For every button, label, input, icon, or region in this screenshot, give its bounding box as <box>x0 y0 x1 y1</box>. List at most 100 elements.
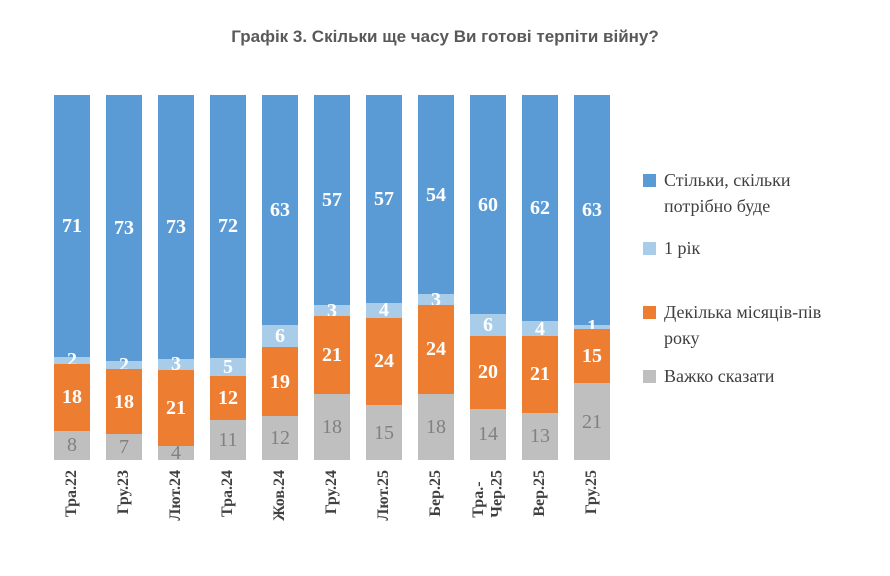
value-label: 12 <box>218 386 238 409</box>
bar-segment: 4 <box>366 300 402 320</box>
value-label: 15 <box>582 344 602 367</box>
value-label: 73 <box>166 215 186 238</box>
bar-segment: 18 <box>418 393 454 460</box>
x-label-cell: Лют.24 <box>158 470 194 521</box>
bar-segment: 6 <box>470 314 506 336</box>
bar-segment: 13 <box>522 412 558 460</box>
value-label: 21 <box>166 396 186 419</box>
x-label-cell: Жов.24 <box>262 470 298 521</box>
value-label: 6 <box>275 324 285 347</box>
x-axis-label: Тра.24 <box>218 470 236 517</box>
bar-segment: 21 <box>158 369 194 446</box>
bar-segment: 60 <box>470 95 506 314</box>
value-label: 7 <box>119 436 129 459</box>
bar-segment: 18 <box>314 393 350 460</box>
x-label-cell: Тра.24 <box>210 470 246 517</box>
value-label: 60 <box>478 193 498 216</box>
chart-title: Графік 3. Скільки ще часу Ви готові терп… <box>231 27 659 46</box>
legend-swatch-icon <box>643 174 656 187</box>
bar-segment: 2 <box>106 355 142 375</box>
x-axis-label: Тра.- Чер.25 <box>469 470 505 518</box>
x-label-cell: Бер.25 <box>418 470 454 517</box>
bar-column: 73 3 21 4 <box>158 95 194 464</box>
x-axis-labels: Тра.22 Гру.23 Лют.24 Тра.24 Жов.24 Гру.24 Лют.… <box>54 470 610 521</box>
bar-segment: 6 <box>262 324 298 347</box>
bar-column: 72 5 12 11 <box>210 95 246 460</box>
x-label-cell: Гру.24 <box>314 470 350 514</box>
value-label: 57 <box>322 189 342 212</box>
bar-segment: 5 <box>210 357 246 377</box>
x-axis-label: Бер.25 <box>426 470 444 517</box>
x-axis-label: Вер.25 <box>530 470 548 517</box>
value-label: 13 <box>530 425 550 448</box>
value-label: 4 <box>171 441 181 464</box>
legend-swatch-icon <box>643 242 656 255</box>
x-axis-label: Гру.24 <box>322 470 340 515</box>
value-label: 18 <box>322 415 342 438</box>
bar-column: 60 6 20 14 <box>470 95 506 460</box>
value-label: 63 <box>270 198 290 221</box>
bar-column: 63 6 19 12 <box>262 95 298 460</box>
value-label: 18 <box>426 415 446 438</box>
bar-segment: 15 <box>574 328 610 384</box>
x-axis-label: Лют.24 <box>166 470 184 521</box>
value-label: 8 <box>67 434 77 457</box>
bar-column: 57 3 21 18 <box>314 95 350 460</box>
value-label: 57 <box>374 188 394 211</box>
x-axis-label: Гру.23 <box>114 470 132 515</box>
bar-column: 73 2 18 7 <box>106 95 142 460</box>
legend-label: Важко сказати <box>664 366 775 386</box>
bar-segment: 21 <box>574 383 610 461</box>
bar-segment: 12 <box>210 376 246 420</box>
value-label: 54 <box>426 183 446 206</box>
value-label: 15 <box>374 421 394 444</box>
legend-swatch-icon <box>643 306 656 319</box>
bar-column: 62 4 21 13 <box>522 95 558 460</box>
bar-segment: 62 <box>522 95 558 322</box>
value-label: 14 <box>478 423 498 446</box>
value-label: 21 <box>530 363 550 386</box>
bar-segment: 3 <box>158 354 194 374</box>
x-label-cell: Тра.- Чер.25 <box>470 470 506 518</box>
bar-segment: 18 <box>106 368 142 435</box>
x-label-cell: Лют.25 <box>366 470 402 521</box>
value-label: 71 <box>62 214 82 237</box>
value-label: 18 <box>114 390 134 413</box>
value-label: 24 <box>426 338 446 361</box>
bar-segment: 18 <box>54 364 90 431</box>
value-label: 19 <box>270 370 290 393</box>
bar-segment: 21 <box>314 316 350 394</box>
bar-segment: 3 <box>418 290 454 310</box>
bar-segment: 4 <box>158 441 194 464</box>
bar-segment: 20 <box>470 335 506 409</box>
value-label: 20 <box>478 361 498 384</box>
x-axis-label: Жов.24 <box>270 470 288 521</box>
value-label: 72 <box>218 215 238 238</box>
value-label: 62 <box>530 197 550 220</box>
bar-segment: 19 <box>262 346 298 417</box>
value-label: 73 <box>114 217 134 240</box>
x-axis-label: Гру.25 <box>582 470 600 515</box>
bar-column: 57 4 24 15 <box>366 95 402 460</box>
bar-segment: 73 <box>106 95 142 362</box>
bar-segment: 54 <box>418 95 454 295</box>
legend-item: 1 рік <box>643 235 875 261</box>
bar-segment: 2 <box>54 350 90 370</box>
bar-segment: 11 <box>210 419 246 460</box>
legend-label: Стільки, скільки потрібно буде <box>664 170 791 216</box>
bar-segment: 3 <box>314 301 350 321</box>
legend: Стільки, скільки потрібно буде 1 рік Декіл… <box>643 167 875 405</box>
value-label: 24 <box>374 350 394 373</box>
value-label: 21 <box>582 410 602 433</box>
bar-segment: 15 <box>366 405 402 460</box>
legend-item: Декілька місяців-пів року <box>643 299 875 351</box>
x-label-cell: Вер.25 <box>522 470 558 517</box>
legend-swatch-icon <box>643 370 656 383</box>
legend-item: Важко сказати <box>643 363 875 389</box>
x-axis-label: Тра.22 <box>62 470 80 517</box>
bar-segment: 63 <box>262 95 298 325</box>
bar-segment: 12 <box>262 416 298 460</box>
bar-segment: 72 <box>210 95 246 358</box>
bar-segment: 24 <box>418 305 454 394</box>
